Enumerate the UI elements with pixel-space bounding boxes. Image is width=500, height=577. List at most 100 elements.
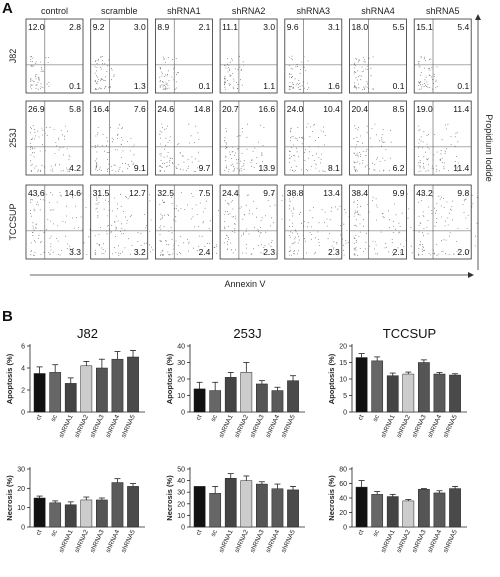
- y-tick-label: 50: [177, 467, 185, 474]
- flow-scatter-dots: [288, 55, 310, 90]
- x-tick-label: shRNA3: [89, 529, 106, 554]
- quadrant-ur-value: 14.8: [194, 104, 211, 114]
- x-tick-label: sc: [210, 413, 219, 423]
- x-tick-label: shRNA4: [427, 414, 444, 439]
- flow-plot-frame: [90, 100, 149, 176]
- bar-shRNA5: [449, 488, 461, 528]
- flow-plot-frame: [284, 184, 343, 260]
- panel-a-ylabel: Propidium Iodide: [484, 114, 494, 182]
- y-tick-label: 20: [339, 344, 347, 351]
- flow-plot-frame: [284, 18, 343, 94]
- quadrant-ul-value: 43.2: [416, 188, 433, 198]
- bar-shRNA5: [127, 356, 139, 413]
- x-tick-label: sc: [372, 528, 381, 538]
- quadrant-lr-value: 1.1: [263, 81, 275, 91]
- bar-shRNA1: [386, 375, 399, 413]
- bar-shRNA3: [256, 483, 268, 528]
- quadrant-ur-value: 10.4: [323, 104, 340, 114]
- bar-shRNA2: [80, 499, 93, 528]
- y-tick-label: 10: [17, 505, 25, 512]
- flow-cytometry-grid: control scramble shRNA1 shRNA2 shRNA3 shRNA4 s…: [8, 6, 479, 260]
- quadrant-lr-value: 6.2: [393, 163, 405, 173]
- x-tick-label: shRNA1: [58, 529, 75, 554]
- quadrant-ul-value: 9.6: [287, 22, 299, 32]
- quadrant-ul-value: 31.5: [93, 188, 110, 198]
- quadrant-ul-value: 24.6: [157, 104, 174, 114]
- quadrant-ur-value: 9.9: [393, 188, 405, 198]
- panel-a-xlabel: Annexin V: [224, 279, 265, 289]
- quadrant-lr-value: 2.1: [393, 247, 405, 257]
- bar-shRNA2: [402, 500, 415, 528]
- flow-plot-frame: [25, 184, 84, 260]
- bar-sc: [209, 390, 222, 413]
- x-tick-label: shRNA3: [249, 414, 266, 439]
- flow-plot-frame: [154, 100, 213, 176]
- x-tick-label: shRNA4: [427, 529, 444, 554]
- x-tick-label: shRNA5: [120, 414, 137, 439]
- bar-shRNA1: [224, 377, 237, 413]
- x-tick-label: sc: [50, 413, 59, 423]
- quadrant-lr-value: 9.7: [199, 163, 211, 173]
- quadrant-lr-value: 8.1: [328, 163, 340, 173]
- flow-plot-frame: [154, 184, 213, 260]
- bar-shRNA5: [287, 380, 299, 413]
- bar-ct: [193, 486, 206, 528]
- y-axis-label: Apoptosis (%): [165, 353, 174, 404]
- quadrant-ur-value: 3.0: [263, 22, 275, 32]
- y-tick-label: 0: [181, 410, 185, 417]
- x-tick-label: shRNA5: [442, 414, 459, 439]
- quadrant-ur-value: 7.5: [199, 188, 211, 198]
- bar-sc: [49, 502, 62, 528]
- y-axis-label: Apoptosis (%): [5, 353, 14, 404]
- x-tick-label: sc: [210, 528, 219, 538]
- flow-plot-frame: [219, 100, 278, 176]
- quadrant-ul-value: 24.4: [222, 188, 239, 198]
- quadrant-ur-value: 7.6: [134, 104, 146, 114]
- y-axis-label: Necrosis (%): [327, 475, 336, 521]
- flow-plot-frame: [284, 100, 343, 176]
- x-tick-label: shRNA3: [249, 529, 266, 554]
- quadrant-lr-value: 0.1: [69, 81, 81, 91]
- bar-shRNA4: [433, 373, 446, 413]
- y-tick-label: 30: [177, 490, 185, 497]
- panel-b-label: B: [2, 308, 13, 325]
- quadrant-lr-value: 0.1: [393, 81, 405, 91]
- column-label-control: control: [41, 6, 68, 16]
- quadrant-lr-value: 13.9: [259, 163, 276, 173]
- bar-shRNA4: [111, 482, 124, 528]
- x-tick-label: shRNA4: [105, 414, 122, 439]
- y-axis-label: Necrosis (%): [165, 475, 174, 521]
- flow-plot-frame: [349, 18, 407, 94]
- y-tick-label: 20: [339, 510, 347, 517]
- y-tick-label: 20: [17, 486, 25, 493]
- quadrant-ul-value: 38.8: [287, 188, 304, 198]
- bar-shRNA1: [386, 496, 399, 528]
- row-label-TCCSUP: TCCSUP: [8, 203, 18, 240]
- y-tick-label: 6: [21, 344, 25, 351]
- bar-sc: [371, 360, 384, 413]
- quadrant-ur-value: 9.8: [457, 188, 469, 198]
- bar-ct: [193, 388, 206, 413]
- column-label-shRNA5: shRNA5: [426, 6, 460, 16]
- quadrant-ul-value: 11.1: [222, 22, 238, 32]
- bar-shRNA3: [256, 383, 268, 413]
- bar-shRNA2: [80, 365, 93, 413]
- quadrant-ul-value: 38.4: [352, 188, 369, 198]
- flow-plot-frame: [25, 100, 84, 176]
- quadrant-ur-value: 13.4: [323, 188, 340, 198]
- bar-shRNA3: [96, 499, 108, 528]
- y-tick-label: 2: [21, 388, 25, 395]
- x-tick-label: shRNA2: [234, 414, 251, 439]
- quadrant-lr-value: 0.1: [199, 81, 211, 91]
- y-tick-label: 10: [177, 393, 185, 400]
- quadrant-ur-value: 2.8: [69, 22, 81, 32]
- column-label-shRNA4: shRNA4: [361, 6, 395, 16]
- bar-shRNA4: [271, 488, 284, 528]
- quadrant-ul-value: 20.4: [352, 104, 369, 114]
- x-tick-label: shRNA1: [58, 414, 75, 439]
- quadrant-lr-value: 2.0: [457, 247, 469, 257]
- quadrant-ul-value: 16.4: [93, 104, 110, 114]
- panel-a-y-arrowhead: [475, 14, 481, 20]
- quadrant-lr-value: 4.2: [69, 163, 81, 173]
